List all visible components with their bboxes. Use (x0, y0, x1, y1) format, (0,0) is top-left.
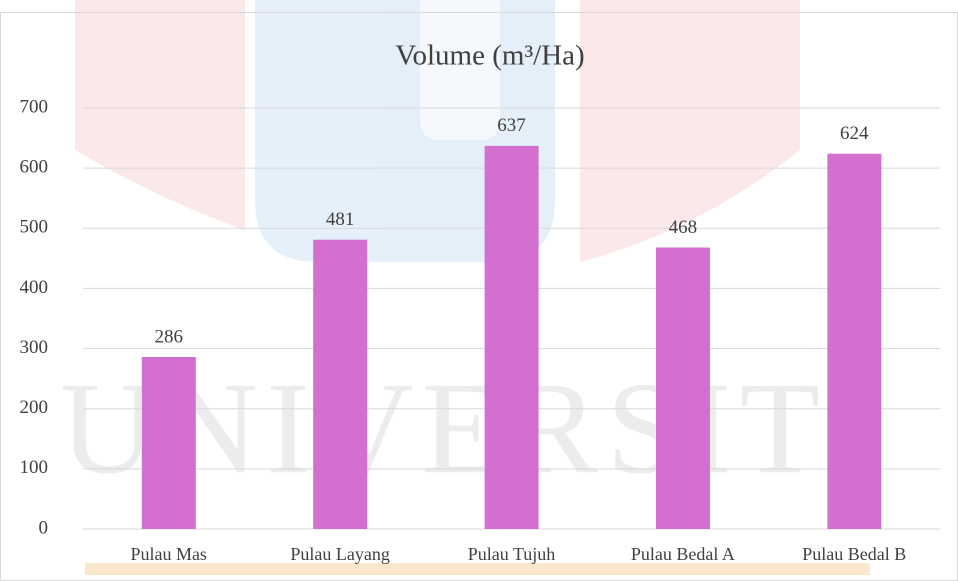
bar (827, 153, 882, 530)
chart-title: Volume (m³/Ha) (395, 40, 584, 72)
bar (141, 356, 196, 529)
y-tick-label: 200 (20, 397, 49, 418)
x-tick-label: Pulau Bedal A (631, 544, 735, 564)
x-tick-label: Pulau Mas (130, 544, 207, 564)
data-label: 481 (326, 209, 355, 230)
y-tick-label: 500 (20, 217, 49, 238)
x-tick-label: Pulau Bedal B (802, 544, 906, 564)
bar (484, 145, 539, 529)
x-tick-label: Pulau Layang (290, 544, 389, 564)
data-label: 286 (154, 326, 183, 347)
watermark-logo (75, 0, 870, 575)
data-label: 468 (669, 217, 698, 238)
y-tick-label: 700 (20, 96, 49, 117)
bar (313, 239, 368, 529)
bar (655, 247, 710, 529)
y-tick-label: 400 (20, 277, 49, 298)
x-tick-label: Pulau Tujuh (468, 544, 556, 564)
data-label: 637 (497, 115, 526, 136)
y-tick-label: 600 (20, 157, 49, 178)
y-tick-label: 0 (39, 517, 49, 538)
y-tick-label: 100 (20, 457, 49, 478)
y-tick-label: 300 (20, 337, 49, 358)
data-label: 624 (840, 123, 869, 144)
